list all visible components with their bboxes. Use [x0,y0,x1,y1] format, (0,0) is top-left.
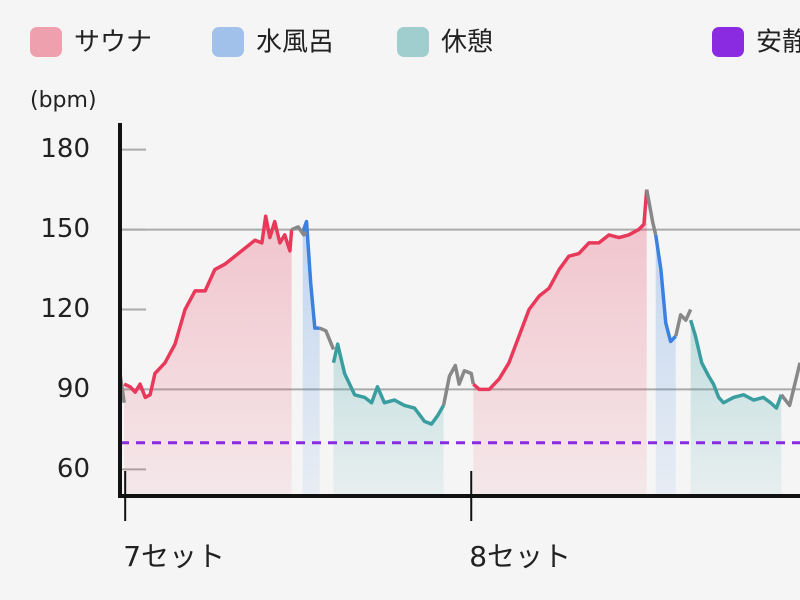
legend-swatch [212,27,244,57]
legend-swatch [712,27,744,57]
x-tick-label: 7セット [123,540,225,573]
legend-label: 安静 [756,28,800,58]
y-tick-label: 150 [40,214,90,244]
y-tick-label: 180 [40,134,90,164]
y-axis-label: (bpm) [30,88,97,113]
legend-swatch [30,27,62,57]
y-tick-label: 60 [57,454,90,484]
x-tick-label: 8セット [469,540,571,573]
area [124,189,647,496]
legend-label: 水風呂 [256,28,334,58]
legend-label: 休憩 [441,28,493,58]
y-tick-label: 90 [57,374,90,404]
legend-label: サウナ [74,28,152,58]
y-tick-label: 120 [40,294,90,324]
area [333,320,782,496]
line [120,189,800,408]
plot-area [120,189,800,496]
line [301,219,678,344]
line [123,189,649,400]
line [331,319,783,426]
legend-swatch [397,27,429,57]
